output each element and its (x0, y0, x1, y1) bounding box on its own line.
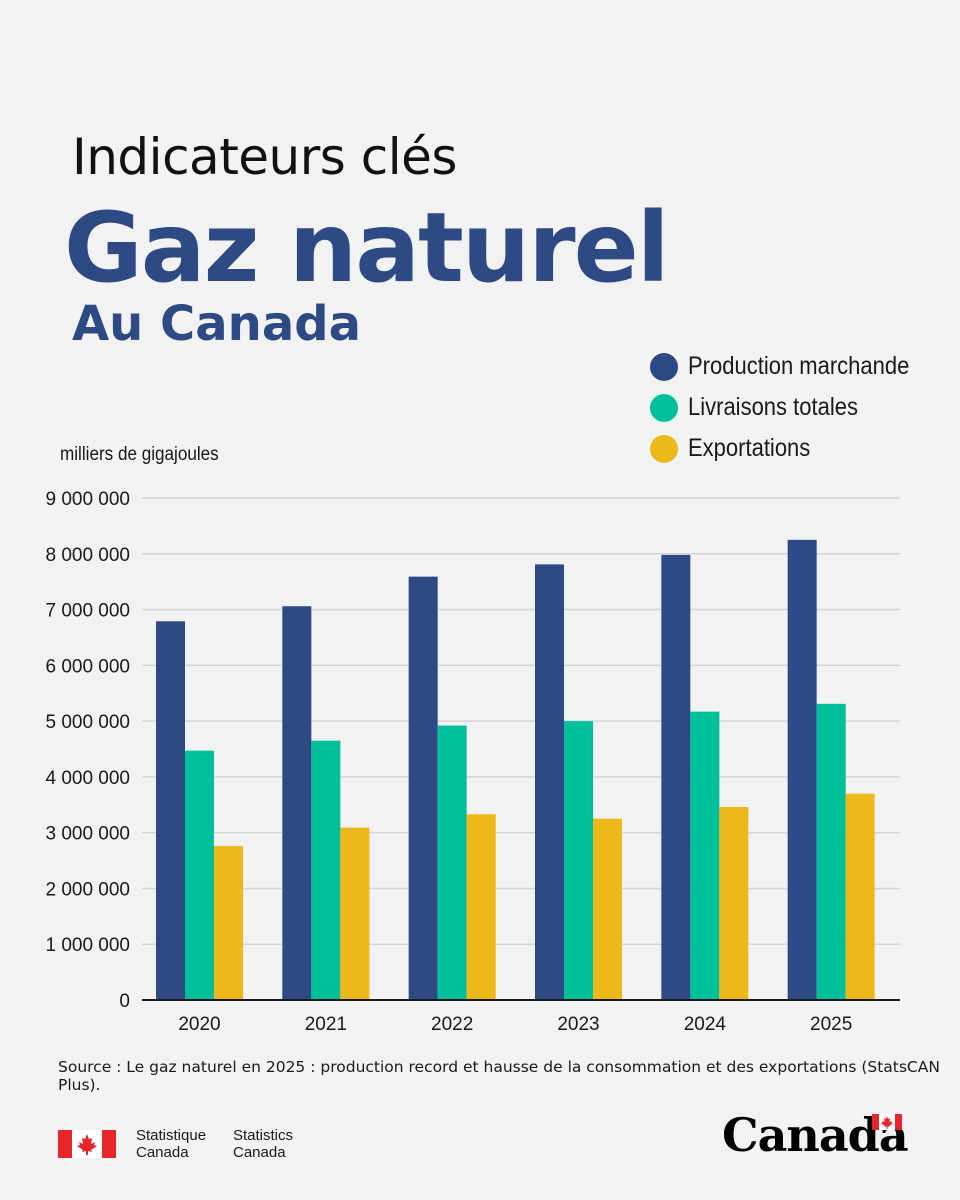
agency-name-en: Statistics Canada (233, 1127, 293, 1161)
bar-chart: 0 1 000 000 2 000 000 3 000 000 4 000 000 5 0… (45, 489, 900, 1035)
bar-production (408, 576, 438, 1000)
x-tick-label: 2020 (178, 1014, 220, 1035)
bar-exportations (214, 846, 243, 1000)
agency-en-line2: Canada (233, 1144, 286, 1161)
wordmark-flag-icon (872, 1114, 902, 1130)
legend-item-exportations: Exportations (650, 428, 940, 469)
x-tick-label: 2023 (557, 1014, 599, 1035)
legend-label-livraisons: Livraisons totales (688, 393, 858, 421)
bar-livraisons (690, 711, 720, 1000)
y-tick-label: 2 000 000 (45, 879, 130, 900)
y-tick-label: 7 000 000 (45, 601, 130, 622)
legend-label-production: Production marchande (688, 352, 910, 380)
bar-production (156, 621, 185, 1000)
subtitle: Au Canada (72, 296, 361, 352)
bar-livraisons (185, 750, 214, 1000)
agency-en-line1: Statistics (233, 1127, 294, 1144)
x-tick-label: 2022 (431, 1014, 473, 1035)
bar-production (661, 554, 691, 1000)
legend-item-livraisons: Livraisons totales (650, 387, 940, 428)
bar-exportations (845, 793, 875, 1000)
legend-swatch-exportations (650, 434, 678, 463)
source-note: Source : Le gaz naturel en 2025 : produc… (58, 1058, 940, 1094)
chart-legend: Production marchande Livraisons totales … (650, 346, 940, 469)
bar-exportations (719, 807, 749, 1000)
y-tick-label: 0 (119, 991, 130, 1012)
bar-livraisons (564, 721, 593, 1000)
y-axis-unit-label: milliers de gigajoules (60, 444, 219, 465)
y-tick-label: 5 000 000 (45, 712, 130, 733)
agency-fr-line1: Statistique (136, 1127, 207, 1144)
legend-swatch-livraisons (650, 393, 678, 422)
bar-production (282, 606, 312, 1000)
bar-exportations (466, 814, 496, 1000)
x-tick-label: 2025 (810, 1014, 852, 1035)
legend-label-exportations: Exportations (688, 434, 811, 462)
agency-name-fr: Statistique Canada (136, 1127, 206, 1161)
bar-livraisons (311, 740, 341, 1000)
y-tick-label: 4 000 000 (45, 768, 130, 789)
bar-exportations (593, 818, 622, 1000)
canada-flag-icon (58, 1130, 116, 1158)
y-tick-label: 8 000 000 (45, 545, 130, 566)
x-tick-label: 2021 (305, 1014, 347, 1035)
legend-item-production: Production marchande (650, 346, 940, 387)
x-tick-label: 2024 (684, 1014, 727, 1035)
kicker-title: Indicateurs clés (72, 128, 457, 186)
y-tick-label: 6 000 000 (45, 656, 130, 677)
bar-livraisons (437, 725, 467, 1000)
bar-production (535, 564, 564, 1000)
bar-exportations (340, 827, 370, 1000)
y-tick-label: 9 000 000 (45, 489, 130, 510)
y-tick-label: 1 000 000 (45, 935, 130, 956)
main-title: Gaz naturel (64, 192, 670, 304)
legend-swatch-production (650, 352, 678, 381)
bar-production (787, 539, 817, 1000)
bar-livraisons (816, 703, 846, 1000)
agency-fr-line2: Canada (136, 1144, 189, 1161)
y-tick-label: 3 000 000 (45, 824, 130, 845)
